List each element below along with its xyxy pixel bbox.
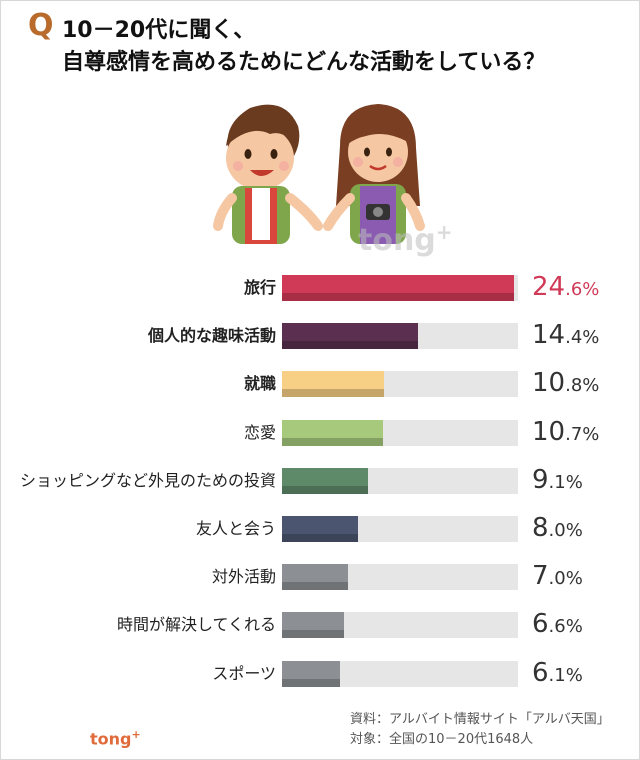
bar xyxy=(282,371,384,397)
category-label: 旅行 xyxy=(243,278,276,297)
bar xyxy=(282,564,348,590)
category-label: 個人的な趣味活動 xyxy=(147,326,276,345)
bar xyxy=(282,516,358,542)
tong-watermark: tong+ xyxy=(358,220,453,258)
value-integer: 8 xyxy=(532,513,549,543)
bar xyxy=(282,468,368,494)
category-label: 対外活動 xyxy=(211,567,276,586)
value-label: 14.4% xyxy=(532,320,599,350)
value-decimal: .4% xyxy=(565,327,600,348)
value-decimal: .1% xyxy=(548,472,583,493)
value-integer: 6 xyxy=(532,658,549,688)
bar-shade xyxy=(282,486,368,494)
bar xyxy=(282,420,383,446)
value-label: 6.6% xyxy=(532,609,583,639)
value-integer: 6 xyxy=(532,609,549,639)
value-decimal: .6% xyxy=(565,279,600,300)
value-label: 10.7% xyxy=(532,417,599,447)
value-decimal: .8% xyxy=(565,375,600,396)
value-label: 8.0% xyxy=(532,513,583,543)
bar-track xyxy=(282,468,518,494)
couple-travelers-illustration xyxy=(213,104,425,244)
bar-shade xyxy=(282,534,358,542)
boy-figure xyxy=(213,104,323,244)
value-decimal: .0% xyxy=(548,520,583,541)
bar-shade xyxy=(282,438,383,446)
value-decimal: .0% xyxy=(548,568,583,589)
bar-shade xyxy=(282,389,384,397)
bar-shade xyxy=(282,582,348,590)
bar-track xyxy=(282,420,518,446)
bar xyxy=(282,612,344,638)
bar-track xyxy=(282,516,518,542)
bar-shade xyxy=(282,630,344,638)
bar-track xyxy=(282,323,518,349)
bar xyxy=(282,275,514,301)
value-integer: 10 xyxy=(532,368,566,398)
category-label: スポーツ xyxy=(212,664,276,683)
bar-track xyxy=(282,275,518,301)
value-label: 24.6% xyxy=(532,272,599,302)
value-integer: 24 xyxy=(532,272,566,302)
question-mark-label: Q xyxy=(28,8,54,43)
bar xyxy=(282,661,340,687)
source-note: 資料：アルバイト情報サイト「アルバ天国」 対象：全国の10－20代1648人 xyxy=(350,710,610,750)
bar-track xyxy=(282,661,518,687)
category-label: 就職 xyxy=(243,374,276,393)
bar-shade xyxy=(282,293,514,301)
value-label: 6.1% xyxy=(532,658,583,688)
girl-figure xyxy=(323,104,425,244)
bar-track xyxy=(282,612,518,638)
value-decimal: .7% xyxy=(565,424,600,445)
chart-title-line2: 自尊感情を高めるためにどんな活動をしている？ xyxy=(62,50,546,75)
value-label: 7.0% xyxy=(532,561,583,591)
bar-shade xyxy=(282,679,340,687)
chart-title-line1: 10－20代に聞く、 xyxy=(62,18,256,43)
bar-shade xyxy=(282,341,418,349)
value-decimal: .1% xyxy=(548,665,583,686)
source-line1: 資料：アルバイト情報サイト「アルバ天国」 xyxy=(350,712,610,727)
bar-track xyxy=(282,371,518,397)
value-label: 9.1% xyxy=(532,465,583,495)
value-integer: 7 xyxy=(532,561,549,591)
value-label: 10.8% xyxy=(532,368,599,398)
value-integer: 10 xyxy=(532,417,566,447)
category-label: 恋愛 xyxy=(243,423,276,442)
value-integer: 9 xyxy=(532,465,549,495)
category-label: 時間が解決してくれる xyxy=(116,615,276,634)
bar xyxy=(282,323,418,349)
value-decimal: .6% xyxy=(548,616,583,637)
category-label: 友人と会う xyxy=(195,519,276,538)
value-integer: 14 xyxy=(532,320,566,350)
bar-track xyxy=(282,564,518,590)
source-line2: 対象：全国の10－20代1648人 xyxy=(350,732,534,747)
category-label: ショッピングなど外見のための投資 xyxy=(19,471,276,490)
tong-logo: tong+ xyxy=(90,728,141,749)
